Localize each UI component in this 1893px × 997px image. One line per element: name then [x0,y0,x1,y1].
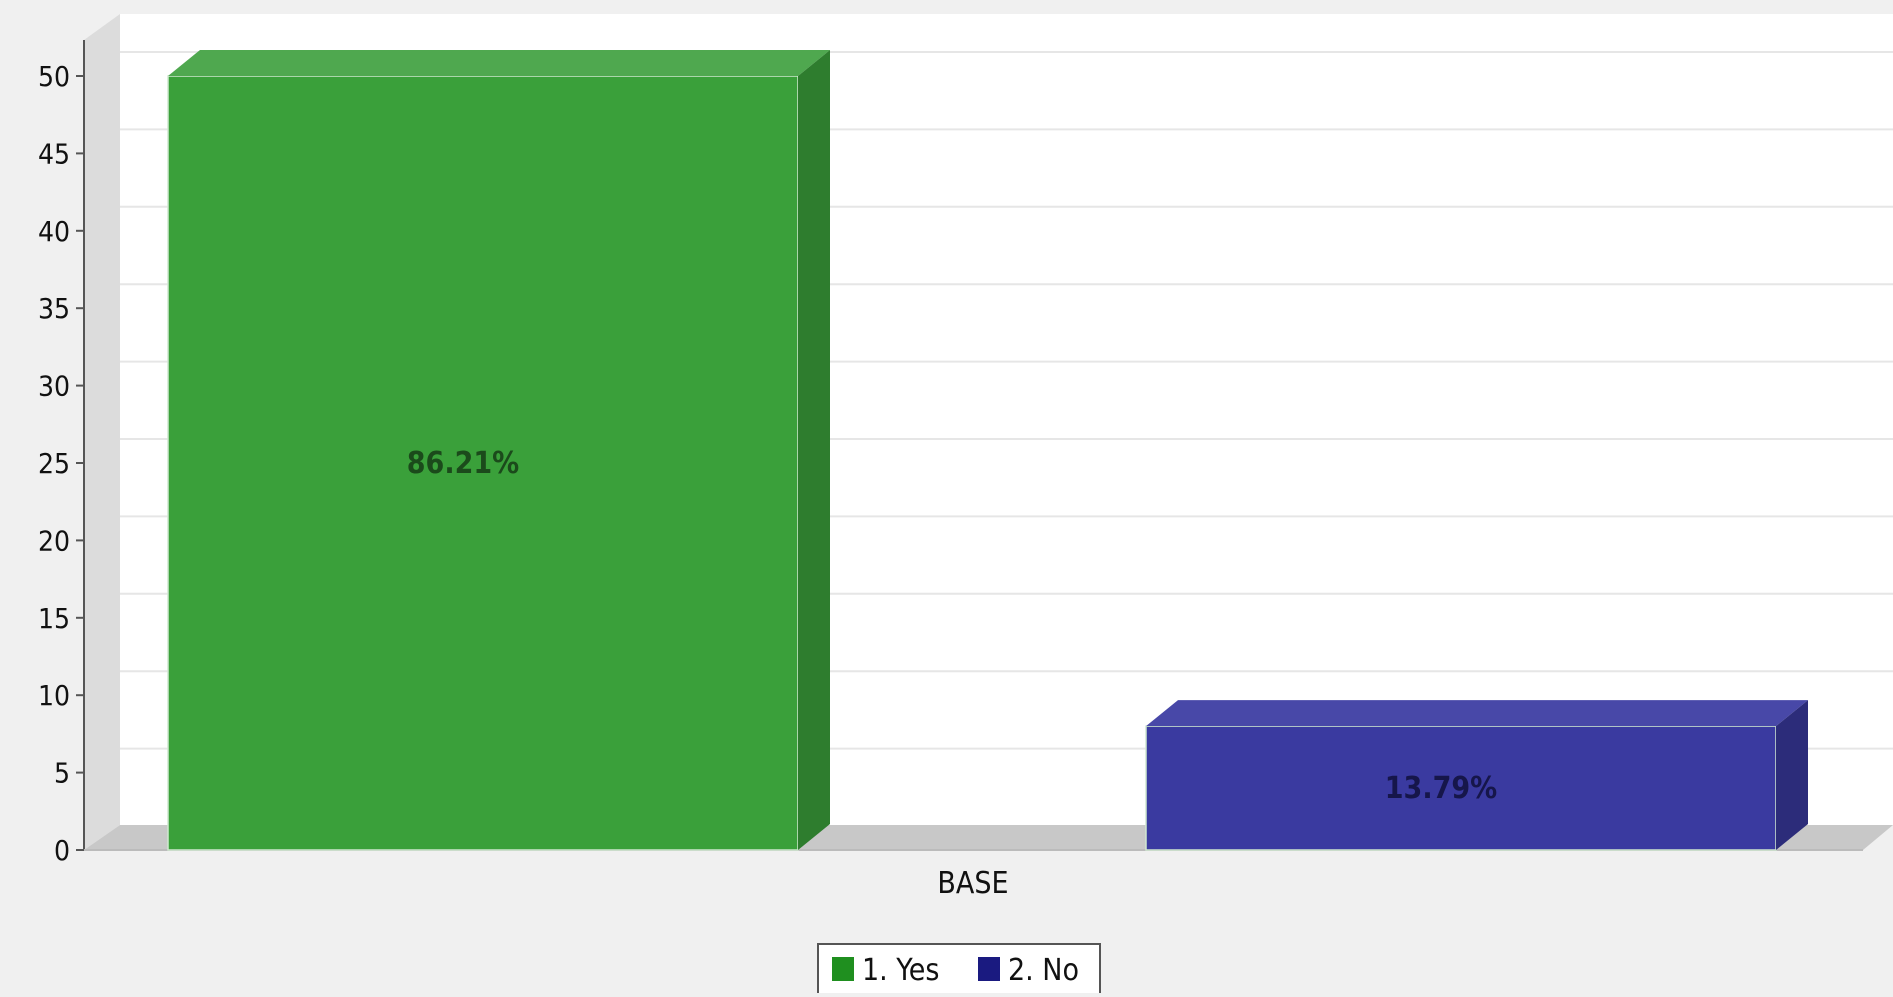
legend-swatch [832,957,854,981]
y-tick-label: 50 [38,60,70,93]
y-tick-label: 5 [54,757,70,790]
bar-yes: 86.21% [167,50,830,851]
bar-front [167,75,799,851]
y-tick-label: 45 [38,137,70,170]
legend-label: 1. Yes [862,953,939,988]
legend-label: 2. No [1008,953,1079,988]
x-category-label: BASE [937,866,1008,901]
bar-side [798,50,830,850]
legend: 1. Yes 2. No [817,943,1101,995]
bars: 86.21% 13.79% [167,50,1808,851]
bar-front [1145,725,1777,851]
bar-no: 13.79% [1145,700,1808,851]
bar-top [168,50,830,76]
y-tick-label: 0 [54,834,70,867]
y-tick-label: 10 [38,679,70,712]
y-tick-label: 25 [38,447,70,480]
legend-item: 1. Yes [832,953,939,988]
y-tick-label: 30 [38,370,70,403]
left-wall [84,14,120,850]
bar-percent-label: 13.79% [1385,771,1497,806]
bar-top [1146,700,1808,727]
legend-item: 2. No [978,953,1079,988]
bar-percent-label: 86.21% [407,446,519,481]
bar-side [1776,700,1808,850]
y-tick-label: 15 [38,602,70,635]
y-tick-label: 35 [38,292,70,325]
legend-swatch [978,957,1000,981]
y-tick-label: 20 [38,524,70,557]
legend-box [817,943,1101,995]
x-axis: BASE [937,866,1008,901]
y-tick-label: 40 [38,215,70,248]
